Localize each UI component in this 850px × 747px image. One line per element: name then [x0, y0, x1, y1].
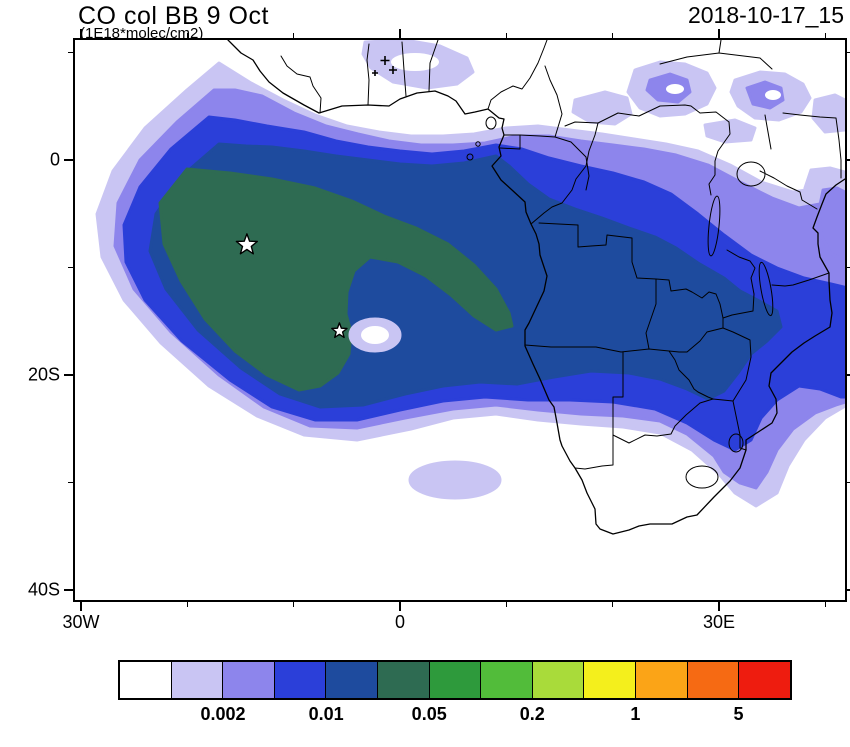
- border-line: [764, 112, 842, 179]
- axis-tick: [718, 29, 720, 38]
- colorbar-tick-label: 0.2: [519, 704, 545, 724]
- border-line: [708, 121, 731, 196]
- border-line: [659, 40, 773, 70]
- colorbar-tick-label: 0.01: [308, 704, 344, 724]
- border-line: [538, 222, 657, 350]
- hole-top-center: [391, 53, 439, 71]
- axis-tick: [399, 29, 401, 38]
- colorbar-cell: [120, 662, 171, 698]
- cross-markers: [372, 56, 397, 76]
- contour-main-level5-core: [158, 167, 514, 392]
- colorbar-cell: [583, 662, 636, 698]
- border-lesotho: [685, 465, 719, 489]
- colorbar-cell: [273, 662, 326, 698]
- axis-label: 20S: [27, 364, 60, 385]
- colorbar-cell: [428, 662, 481, 698]
- hole-ne-2: [765, 90, 781, 100]
- colorbar: [118, 660, 792, 700]
- colorbar-tick-label: 5: [733, 704, 744, 724]
- border-line: [530, 122, 599, 225]
- africa-coastline: [227, 40, 845, 535]
- colorbar-cell: [531, 662, 584, 698]
- contour-east-edge-inner: [817, 186, 845, 262]
- axis-tick: [612, 602, 614, 607]
- axis-tick: [505, 602, 507, 607]
- star-marker: [331, 322, 348, 339]
- border-line: [668, 350, 714, 400]
- colorbar-cell: [325, 662, 378, 698]
- colorbar-cell: [377, 662, 429, 698]
- star-markers: [235, 233, 348, 339]
- border-line: [499, 134, 521, 150]
- colorbar-tick-label: 1: [630, 704, 641, 724]
- border-line: [722, 327, 752, 402]
- axis-tick: [718, 602, 720, 611]
- colorbar-cells: [120, 662, 790, 698]
- colorbar-cell: [480, 662, 532, 698]
- axis-tick: [824, 602, 826, 607]
- axis-label: 0: [394, 612, 406, 632]
- country-borders: [280, 40, 842, 489]
- colorbar-tick-label: 0.002: [200, 704, 246, 724]
- colorbar-cell: [738, 662, 790, 698]
- plot-title: CO col BB 9 Oct: [78, 2, 269, 30]
- axis-label: 30E: [702, 612, 735, 632]
- axis-tick: [64, 159, 73, 161]
- axis-tick: [64, 589, 73, 591]
- lake-tanganyika: [707, 195, 721, 257]
- map-canvas: [95, 40, 845, 535]
- island-sao-tome: [466, 153, 474, 161]
- island-principe: [475, 141, 481, 147]
- border-line: [759, 170, 818, 210]
- plume-eye-hole: [361, 326, 389, 344]
- islands: [466, 116, 497, 161]
- axis-tick: [80, 602, 82, 611]
- border-line: [574, 351, 624, 470]
- lakes: [707, 161, 774, 317]
- axis-label: 30W: [62, 612, 100, 632]
- colorbar-cell: [222, 662, 274, 698]
- island-bioko: [485, 116, 497, 130]
- contour-fills: [95, 40, 845, 508]
- border-line: [668, 327, 724, 353]
- lake-malawi: [758, 261, 774, 317]
- date-label: 2018-10-17_15: [687, 2, 844, 28]
- axis-label: 0: [49, 149, 60, 170]
- border-line: [655, 278, 724, 319]
- star-marker: [235, 233, 259, 255]
- border-line: [503, 134, 590, 191]
- border-line: [564, 104, 730, 127]
- border-line: [544, 65, 563, 138]
- map-plot-area: [73, 38, 847, 602]
- axis-tick: [399, 602, 401, 611]
- border-line: [280, 40, 439, 114]
- colorbar-labels: 0.002 0.01 0.05 0.2 1 5: [120, 704, 790, 730]
- border-line: [722, 249, 756, 329]
- colorbar-cell: [170, 662, 223, 698]
- contour-patch-ne-4: [811, 93, 845, 134]
- hole-ne-1: [666, 84, 684, 94]
- colorbar-cell: [686, 662, 739, 698]
- border-line: [487, 40, 548, 110]
- colorbar-cell: [635, 662, 687, 698]
- colorbar-tick-label: 0.05: [411, 704, 447, 724]
- border-swaziland: [728, 433, 744, 453]
- axis-tick: [186, 602, 188, 607]
- contour-patch-south-atlantic: [408, 460, 502, 500]
- cross-marker-icon: [372, 56, 397, 76]
- contour-patch-ne-5: [571, 90, 633, 126]
- axis-tick: [64, 374, 73, 376]
- border-line: [524, 344, 670, 353]
- lake-victoria: [736, 161, 766, 187]
- axis-label: 40S: [27, 579, 60, 600]
- axis-tick: [293, 602, 295, 607]
- border-line: [771, 272, 830, 287]
- plot-units-subtitle: (1E18*molec/cm2): [80, 25, 204, 42]
- coastline-group: [227, 40, 845, 535]
